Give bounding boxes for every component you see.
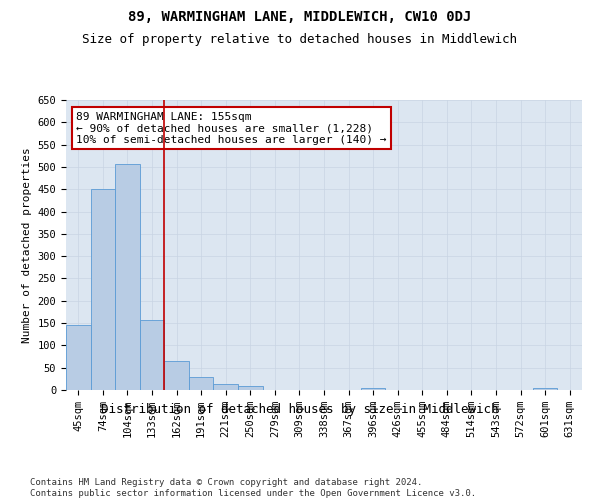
Bar — [140, 320, 164, 390]
Text: 89 WARMINGHAM LANE: 155sqm
← 90% of detached houses are smaller (1,228)
10% of s: 89 WARMINGHAM LANE: 155sqm ← 90% of deta… — [76, 112, 387, 145]
Text: Distribution of detached houses by size in Middlewich: Distribution of detached houses by size … — [101, 402, 499, 415]
Bar — [189, 376, 214, 390]
Bar — [66, 326, 91, 390]
Bar — [238, 386, 263, 390]
Text: Size of property relative to detached houses in Middlewich: Size of property relative to detached ho… — [83, 32, 517, 46]
Bar — [361, 388, 385, 390]
Text: Contains HM Land Registry data © Crown copyright and database right 2024.
Contai: Contains HM Land Registry data © Crown c… — [30, 478, 476, 498]
Y-axis label: Number of detached properties: Number of detached properties — [22, 147, 32, 343]
Bar — [164, 361, 189, 390]
Bar — [214, 384, 238, 390]
Bar — [115, 164, 140, 390]
Text: 89, WARMINGHAM LANE, MIDDLEWICH, CW10 0DJ: 89, WARMINGHAM LANE, MIDDLEWICH, CW10 0D… — [128, 10, 472, 24]
Bar — [533, 388, 557, 390]
Bar — [91, 189, 115, 390]
